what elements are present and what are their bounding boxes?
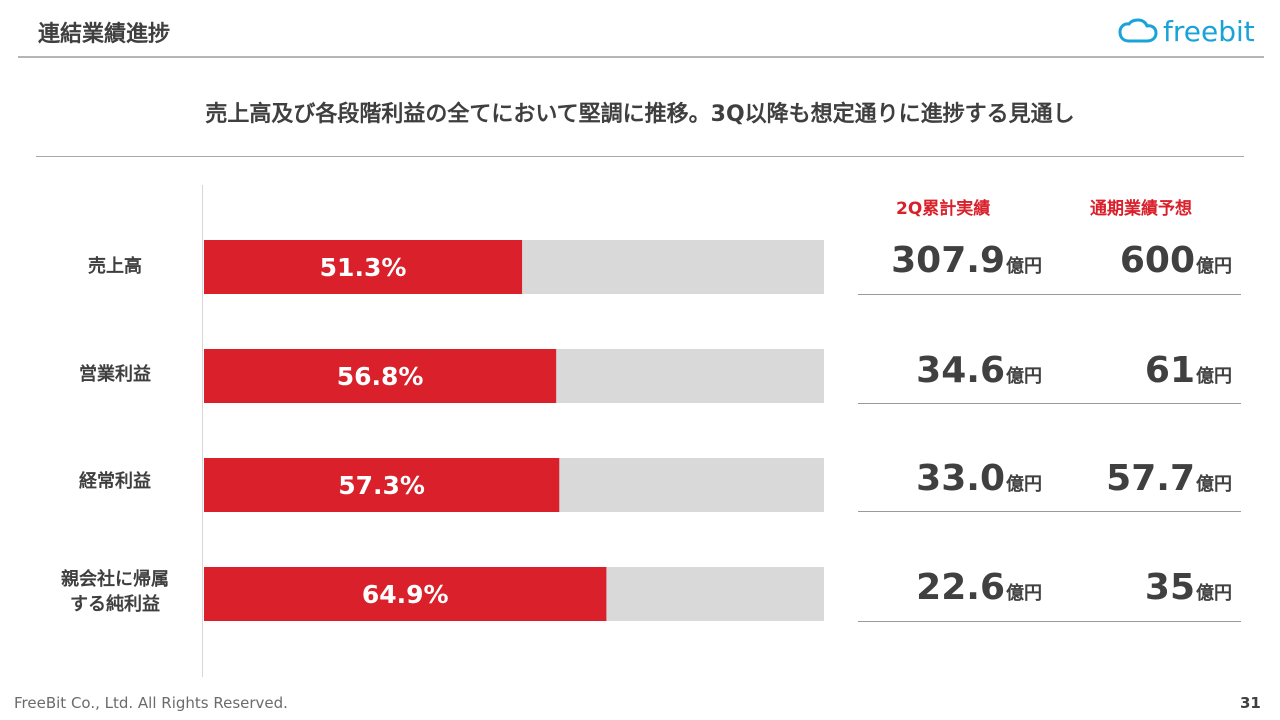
forecast-unit: 億円 (1196, 256, 1232, 277)
category-label-operating-profit: 営業利益 (30, 362, 200, 387)
bar-label-revenue: 51.3% (320, 253, 407, 282)
row-divider (858, 403, 1241, 404)
actual-value-operating-profit: 34.6億円 (860, 350, 1042, 391)
forecast-number: 57.7 (1106, 458, 1195, 499)
actual-number: 34.6 (916, 350, 1005, 391)
actual-unit: 億円 (1006, 366, 1042, 387)
footer-copyright: FreeBit Co., Ltd. All Rights Reserved. (14, 694, 288, 712)
chart-axis-line (202, 185, 203, 677)
actual-unit: 億円 (1006, 474, 1042, 495)
forecast-value-revenue: 600億円 (1060, 240, 1232, 281)
category-label-line: 売上高 (88, 256, 142, 277)
forecast-value-net-profit: 35億円 (1060, 567, 1232, 608)
actual-value-net-profit: 22.6億円 (860, 567, 1042, 608)
freebit-logo: freebit (1118, 14, 1255, 48)
cloud-logo-icon (1118, 18, 1158, 43)
actual-unit: 億円 (1006, 583, 1042, 604)
page-title: 連結業績進捗 (38, 22, 171, 47)
logo-text: freebit (1163, 14, 1255, 48)
forecast-number: 600 (1119, 240, 1195, 281)
headline: 売上高及び各段階利益の全てにおいて堅調に推移。3Q以降も想定通りに進捗する見通し (205, 102, 1075, 127)
actual-value-ordinary-profit: 33.0億円 (860, 458, 1042, 499)
category-label-line: 営業利益 (79, 364, 151, 385)
row-divider (858, 621, 1241, 622)
row-divider (858, 511, 1241, 512)
actual-number: 22.6 (916, 567, 1005, 608)
category-label-ordinary-profit: 経常利益 (30, 469, 200, 494)
bar-label-ordinary-profit: 57.3% (338, 471, 425, 500)
bar-progress-operating-profit (204, 349, 557, 403)
forecast-number: 61 (1144, 350, 1195, 391)
page-number: 31 (1240, 694, 1261, 712)
row-divider (858, 294, 1241, 295)
category-label-line: 経常利益 (79, 471, 151, 492)
forecast-value-ordinary-profit: 57.7億円 (1060, 458, 1232, 499)
category-label-net-profit: 親会社に帰属 する純利益 (30, 567, 200, 617)
headline-divider (36, 156, 1244, 157)
forecast-unit: 億円 (1196, 583, 1232, 604)
forecast-unit: 億円 (1196, 366, 1232, 387)
bar-progress-revenue (204, 240, 523, 294)
actual-value-revenue: 307.9億円 (860, 240, 1042, 281)
category-label-revenue: 売上高 (30, 254, 200, 279)
category-label-line: 親会社に帰属 (61, 569, 169, 590)
actual-number: 307.9 (891, 240, 1005, 281)
forecast-number: 35 (1144, 567, 1195, 608)
actual-number: 33.0 (916, 458, 1005, 499)
forecast-value-operating-profit: 61億円 (1060, 350, 1232, 391)
forecast-unit: 億円 (1196, 474, 1232, 495)
bar-label-net-profit: 64.9% (362, 580, 449, 609)
column-header-forecast: 通期業績予想 (1090, 199, 1192, 219)
category-label-line: する純利益 (70, 594, 160, 615)
bar-progress-net-profit (204, 567, 607, 621)
title-divider (18, 56, 1264, 58)
column-header-actual: 2Q累計実績 (896, 199, 991, 219)
actual-unit: 億円 (1006, 256, 1042, 277)
bar-label-operating-profit: 56.8% (337, 362, 424, 391)
bar-progress-ordinary-profit (204, 458, 560, 512)
